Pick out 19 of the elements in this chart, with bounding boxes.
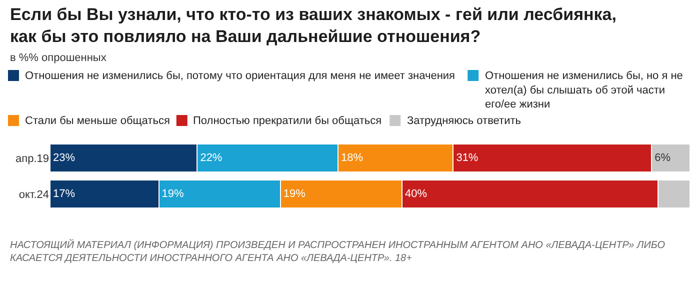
legend-label: Стали бы меньше общаться [25,115,170,127]
data-label: 19% [283,188,306,200]
data-label: 17% [53,188,76,200]
y-tick-label: апр.19 [16,152,49,165]
data-label: 18% [341,152,364,164]
data-label: 6% [654,152,671,164]
data-label: 23% [53,152,76,164]
legend-label: Отношения не изменились бы, потому что ориентация для меня не имеет значения [25,70,456,82]
legend-label: Отношения не изменились бы, но я не хотел(а) бы слышать об этой части его/ее жизни [485,70,683,111]
data-label: 19% [162,188,184,200]
text: НАСТОЯЩИЙ МАТЕРИАЛ (ИНФОРМАЦИЯ) ПРОИЗВЕДЕН И РАСПРОСТРАНЕН ИНОСТРАННЫМ АГЕНТОМ АНО «ЛЕВАДА-ЦЕНТР» ЛИБО КАСАЕТСЯ ДЕЯТЕЛЬНОСТИ ИНОСТРАННОГО АГЕНТА АНО «ЛЕВАДА-ЦЕНТР». 18+ [10,239,666,264]
data-label: 31% [456,152,478,164]
y-tick-label: окт.24 [18,188,49,201]
data-label: 22% [200,152,222,164]
chart-title: Если бы Вы узнали, что кто-то из ваших знакомых - гей или лесбиянка, как бы это повлияло на Ваши дальнейшие отношения? [10,5,616,46]
legend-label: Полностью прекратили бы общаться [193,115,382,127]
chart-subtitle: в %% опрошенных [10,52,107,64]
legend-label: Затрудняюсь ответить [407,115,522,127]
data-label: 40% [405,188,428,200]
